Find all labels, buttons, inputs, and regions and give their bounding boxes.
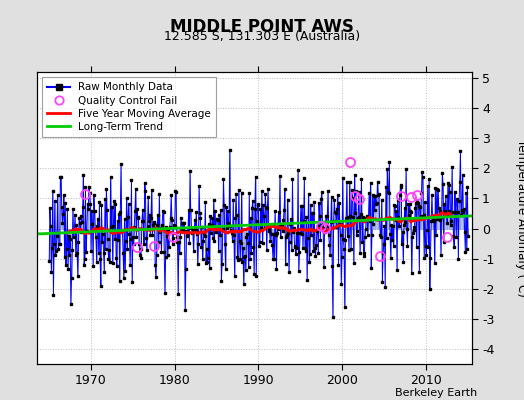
Text: MIDDLE POINT AWS: MIDDLE POINT AWS	[170, 18, 354, 36]
Text: 12.585 S, 131.303 E (Australia): 12.585 S, 131.303 E (Australia)	[164, 30, 360, 43]
Y-axis label: Temperature Anomaly (°C): Temperature Anomaly (°C)	[515, 139, 524, 297]
Legend: Raw Monthly Data, Quality Control Fail, Five Year Moving Average, Long-Term Tren: Raw Monthly Data, Quality Control Fail, …	[42, 77, 216, 137]
Text: Berkeley Earth: Berkeley Earth	[395, 388, 477, 398]
